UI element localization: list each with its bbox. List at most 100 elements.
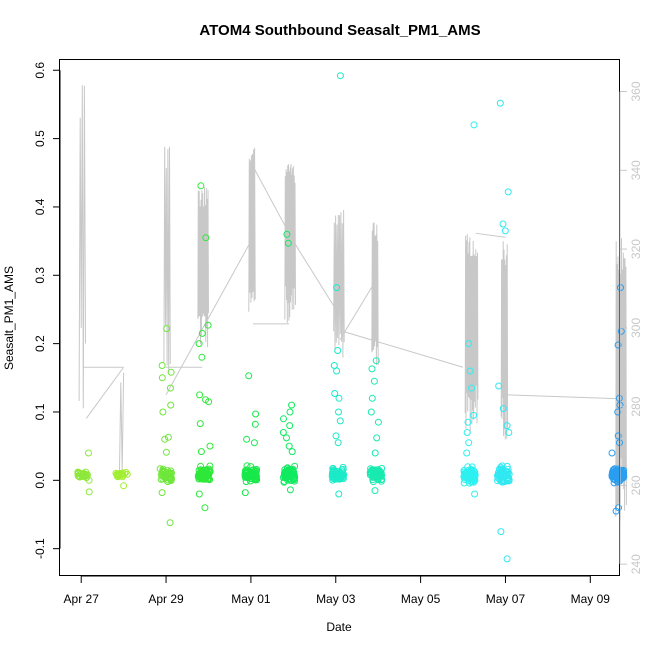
data-point: [465, 471, 473, 479]
data-point: [283, 230, 291, 238]
data-point: [466, 367, 474, 375]
data-point: [197, 448, 205, 456]
data-point: [247, 469, 255, 477]
data-point: [205, 398, 213, 406]
trace-connector: [85, 366, 125, 419]
data-point: [470, 411, 478, 419]
data-point: [368, 365, 376, 373]
data-point: [332, 432, 340, 440]
data-point: [336, 72, 344, 80]
data-point: [159, 408, 167, 416]
x-tick-label: Apr 29: [148, 592, 184, 606]
data-point: [79, 470, 87, 478]
y2-tick-label: 340: [629, 160, 643, 180]
data-point: [334, 475, 342, 483]
trace-segment: [500, 241, 509, 440]
data-point: [465, 340, 472, 348]
data-point: [504, 188, 512, 196]
y2-tick-label: 300: [629, 318, 643, 338]
data-point: [499, 220, 507, 228]
data-point: [378, 475, 386, 483]
data-point: [283, 470, 290, 478]
data-point: [206, 442, 214, 450]
data-point: [279, 429, 287, 436]
y2-tick-label: 280: [629, 396, 643, 416]
data-point: [158, 489, 166, 497]
trace-segment: [248, 147, 256, 312]
data-point: [280, 415, 287, 423]
data-point: [161, 435, 169, 443]
data-point: [167, 368, 175, 376]
y-tick-label: 0.6: [33, 62, 47, 79]
y-tick-label: -0.1: [33, 538, 47, 559]
data-point: [335, 490, 343, 498]
x-tick-label: May 05: [401, 592, 441, 606]
data-point: [614, 432, 622, 440]
data-point: [331, 390, 339, 397]
data-point: [614, 408, 622, 416]
data-point: [167, 477, 175, 484]
data-point: [505, 429, 513, 436]
data-point: [335, 408, 342, 416]
y-axis-left: -0.1 0.0 0.1 0.2 0.3 0.4 0.5 0.6: [33, 62, 61, 559]
data-point: [158, 374, 166, 382]
trace-connector: [505, 394, 621, 400]
data-point: [497, 463, 505, 471]
data-point: [202, 234, 210, 242]
data-point: [332, 472, 340, 480]
trace-connector: [344, 331, 464, 368]
data-point: [378, 471, 386, 479]
data-point: [196, 420, 204, 428]
y-tick-label: 0.1: [33, 403, 47, 420]
trace-segment: [163, 146, 171, 373]
y-tick-label: 0.5: [33, 130, 47, 147]
data-point: [286, 408, 294, 416]
data-point: [120, 482, 128, 490]
data-point: [245, 372, 253, 380]
x-axis: Apr 27 Apr 29 May 01 May 03 May 05 May 07 May …: [64, 575, 610, 606]
data-point: [82, 472, 90, 480]
y-tick-label: 0.3: [33, 267, 47, 284]
trace-segment: [333, 209, 345, 358]
trace-segment: [78, 85, 86, 409]
data-point: [288, 448, 296, 456]
data-point: [376, 468, 384, 476]
data-point: [280, 478, 288, 485]
data-point: [465, 439, 473, 447]
x-tick-label: Apr 27: [64, 592, 100, 606]
data-point: [464, 418, 472, 426]
data-point: [201, 504, 209, 512]
data-point: [251, 420, 259, 428]
trace-connector: [475, 232, 506, 238]
trace-connector: [292, 240, 341, 317]
data-point: [250, 439, 258, 447]
x-axis-label: Date: [326, 620, 352, 634]
data-point: [196, 391, 204, 399]
data-point: [334, 347, 342, 354]
data-point: [286, 486, 294, 494]
data-point: [241, 489, 249, 497]
data-point: [503, 555, 511, 563]
data-point: [334, 439, 342, 447]
y-tick-label: 0.2: [33, 335, 47, 352]
data-point: [283, 434, 290, 442]
data-point: [372, 357, 380, 365]
data-point: [495, 382, 503, 390]
data-point: [501, 227, 509, 235]
data-point: [281, 470, 288, 478]
x-tick-label: May 07: [486, 592, 526, 606]
data-point: [85, 488, 93, 496]
data-point: [333, 367, 341, 375]
data-point: [246, 474, 254, 482]
y-tick-label: 0.4: [33, 198, 47, 215]
data-point: [243, 473, 251, 481]
data-point: [195, 490, 203, 498]
data-point: [496, 99, 504, 107]
trace-segment: [284, 163, 296, 323]
data-point: [334, 470, 341, 478]
data-point: [163, 325, 171, 333]
data-point: [373, 468, 381, 476]
data-point: [471, 490, 479, 498]
trace-segment: [197, 187, 209, 348]
